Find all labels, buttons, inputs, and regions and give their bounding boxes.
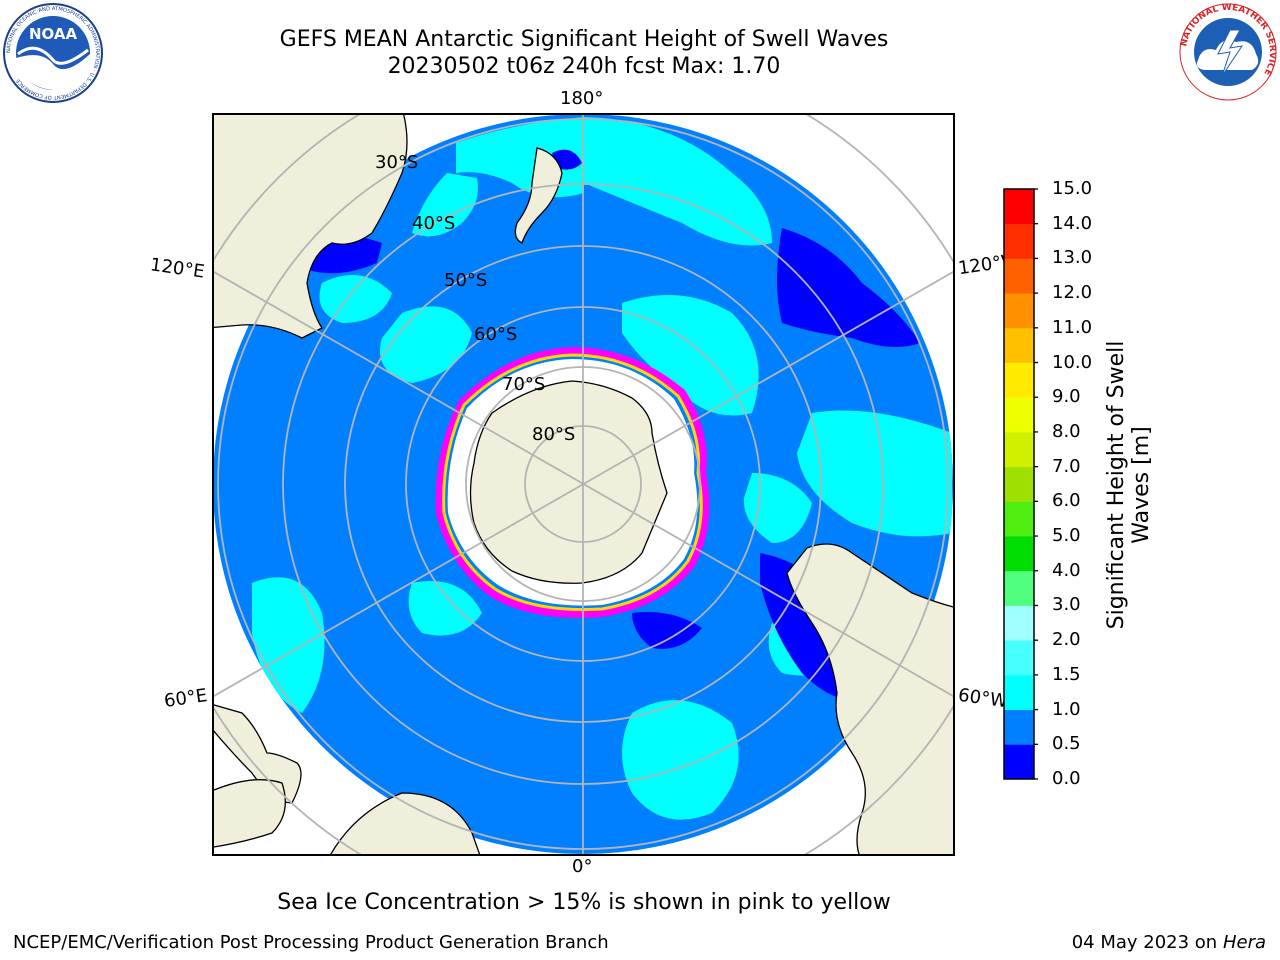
chart-title: GEFS MEAN Antarctic Significant Height o… [279, 27, 889, 52]
chart-subtitle: 20230502 t06z 240h fcst Max: 1.70 [387, 54, 781, 79]
lat-label-70s: 70°S [502, 374, 545, 395]
lat-label-80s: 80°S [532, 424, 575, 445]
colorbar-segment [1004, 431, 1034, 468]
colorbar-tick-label: 6.0 [1052, 490, 1081, 512]
colorbar-tick-label: 1.5 [1052, 663, 1081, 685]
sea-ice-inner-rim [442, 353, 703, 612]
colorbar-segment [1004, 258, 1034, 294]
colorbar-tick-label: 2.0 [1052, 629, 1081, 651]
colorbar-segment [1004, 640, 1034, 676]
colorbar-segment [1004, 293, 1034, 329]
colorbar-tick-label: 11.0 [1052, 316, 1093, 338]
footer-date-text: 04 May 2023 on [1071, 932, 1218, 953]
colorbar-title-line2: Waves [m] [1129, 426, 1154, 544]
colorbar-tick-label: 1.0 [1052, 698, 1081, 720]
colorbar-segment [1004, 397, 1034, 433]
colorbar-tick-label: 7.0 [1052, 455, 1081, 477]
africa-southwest [213, 779, 286, 848]
colorbar-segment [1004, 536, 1034, 572]
colorbar-tick-label: 0.5 [1052, 733, 1081, 755]
sea-ice-note: Sea Ice Concentration > 15% is shown in … [277, 890, 891, 915]
colorbar-segment [1004, 466, 1034, 502]
colorbar-tick-label: 14.0 [1052, 212, 1093, 234]
colorbar-tick-label: 9.0 [1052, 386, 1081, 408]
colorbar-segment [1004, 362, 1034, 398]
lon-label-180: 180° [560, 88, 604, 109]
africa-south [329, 792, 481, 855]
madagascar [213, 704, 302, 804]
map-frame [212, 113, 955, 856]
lon-label-0: 0° [572, 856, 593, 877]
noaa-logo-text: NOAA [29, 25, 78, 43]
polar-map: 30°S 40°S 50°S 60°S 70°S 80°S [212, 113, 955, 856]
lat-label-30s: 30°S [375, 152, 418, 173]
colorbar-tick-label: 3.0 [1052, 594, 1081, 616]
noaa-logo: NOAA NATIONAL OCEANIC AND ATMOSPHERIC AD… [2, 2, 104, 108]
colorbar-title-line1: Significant Height of Swell [1104, 340, 1129, 630]
graticule [213, 114, 954, 855]
sea-ice-outer-rim [435, 346, 710, 618]
colorbar-segment [1004, 744, 1034, 780]
lat-label-50s: 50°S [444, 270, 487, 291]
colorbar-segment [1004, 501, 1034, 537]
colorbar-segment [1004, 709, 1034, 745]
footer-date: 04 May 2023 on Hera [1072, 932, 1266, 953]
colorbar-tick-label: 5.0 [1052, 525, 1081, 547]
colorbar [1003, 188, 1038, 780]
colorbar-segment [1004, 674, 1034, 710]
footer-branch: NCEP/EMC/Verification Post Processing Pr… [13, 932, 609, 953]
lat-label-40s: 40°S [412, 213, 455, 234]
colorbar-tick-label: 10.0 [1052, 351, 1093, 373]
antarctica-continent [469, 380, 668, 584]
colorbar-segment [1004, 570, 1034, 606]
colorbar-tick-label: 12.0 [1052, 282, 1093, 304]
colorbar-border [1003, 188, 1035, 780]
colorbar-tick-label: 8.0 [1052, 420, 1081, 442]
nws-logo: NATIONAL WEATHER SERVICE [1178, 2, 1278, 106]
lon-label-60e: 60°E [162, 685, 209, 712]
colorbar-segment [1004, 605, 1034, 641]
lat-label-60s: 60°S [474, 324, 517, 345]
colorbar-segment [1004, 327, 1034, 363]
colorbar-tick-label: 4.0 [1052, 559, 1081, 581]
colorbar-segment [1004, 189, 1034, 225]
footer-machine: Hera [1222, 932, 1266, 953]
australia [213, 114, 408, 339]
colorbar-tick-label: 13.0 [1052, 247, 1093, 269]
colorbar-tick-label: 0.0 [1052, 768, 1081, 789]
colorbar-segment [1004, 223, 1034, 259]
latitude-labels: 30°S 40°S 50°S 60°S 70°S 80°S [375, 152, 575, 445]
new-zealand [514, 147, 563, 244]
lon-label-120e: 120°E [148, 254, 206, 283]
colorbar-title: Significant Height of Swell Waves [m] [1104, 341, 1154, 630]
colorbar-tick-label: 15.0 [1052, 178, 1093, 199]
